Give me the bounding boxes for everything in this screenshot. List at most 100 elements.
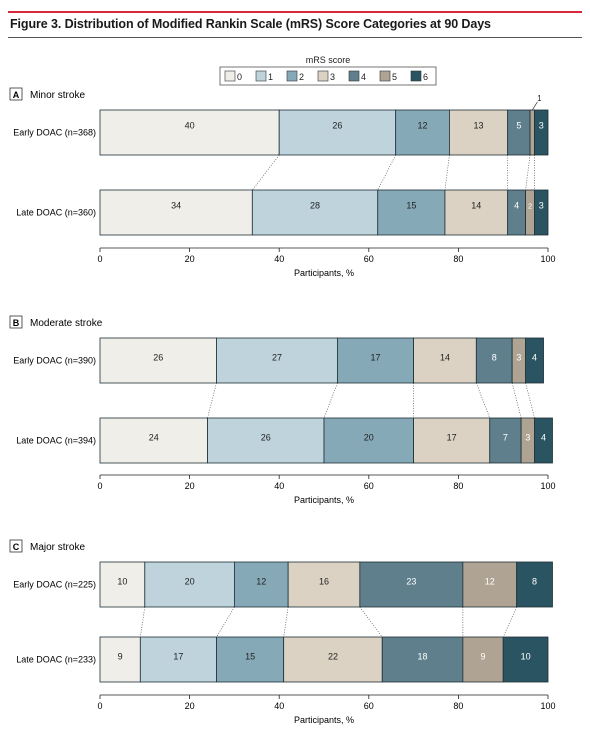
x-tick-label: 40 bbox=[274, 254, 284, 264]
bar-segment bbox=[525, 189, 535, 236]
legend-swatch-5 bbox=[379, 70, 391, 82]
x-tick-label: 20 bbox=[185, 481, 195, 491]
data-label: 9 bbox=[481, 652, 486, 662]
x-axis-label: Participants, % bbox=[294, 495, 354, 505]
x-tick-label: 0 bbox=[97, 254, 102, 264]
bar-segment bbox=[381, 636, 464, 683]
figure-title: Figure 3. Distribution of Modified Ranki… bbox=[10, 17, 491, 31]
data-label: 8 bbox=[492, 353, 497, 363]
data-label: 17 bbox=[173, 652, 183, 662]
bar-segment bbox=[251, 189, 379, 236]
connector-line bbox=[525, 154, 531, 191]
row-label: Early DOAC (n=225) bbox=[13, 580, 96, 590]
bar-segment bbox=[395, 109, 450, 156]
bar-segment bbox=[462, 561, 518, 608]
connector-line bbox=[323, 382, 338, 419]
bar-segment bbox=[283, 636, 383, 683]
panel-letter: A bbox=[13, 90, 20, 100]
data-label: 10 bbox=[521, 652, 531, 662]
legend-swatch-4 bbox=[348, 70, 360, 82]
row-label: Late DOAC (n=394) bbox=[16, 436, 96, 446]
data-label: 4 bbox=[514, 201, 519, 211]
bar-segment bbox=[534, 189, 549, 236]
x-tick-label: 60 bbox=[364, 481, 374, 491]
connector-line bbox=[444, 154, 450, 191]
panel-title: Major stroke bbox=[30, 542, 85, 553]
x-tick-label: 100 bbox=[540, 481, 555, 491]
row-label: Late DOAC (n=360) bbox=[16, 208, 96, 218]
connector-line bbox=[252, 154, 280, 191]
data-label: 4 bbox=[532, 353, 537, 363]
data-label: 20 bbox=[364, 433, 374, 443]
data-label: 28 bbox=[310, 201, 320, 211]
x-tick-label: 40 bbox=[274, 481, 284, 491]
x-tick-label: 80 bbox=[453, 254, 463, 264]
legend-swatch-0 bbox=[224, 70, 236, 82]
connector-line bbox=[216, 606, 235, 638]
bar-segment bbox=[144, 561, 235, 608]
data-label: 2 bbox=[528, 202, 532, 211]
x-tick-label: 0 bbox=[97, 481, 102, 491]
data-label: 34 bbox=[171, 201, 181, 211]
bar-segment bbox=[507, 189, 526, 236]
data-label: 15 bbox=[406, 201, 416, 211]
legend-label-1: 1 bbox=[268, 72, 273, 82]
data-label: 27 bbox=[272, 353, 282, 363]
bar-segment bbox=[449, 109, 509, 156]
bar-segment bbox=[507, 109, 531, 156]
data-label: 26 bbox=[261, 433, 271, 443]
connector-line bbox=[283, 606, 289, 638]
panel-letter: C bbox=[13, 542, 20, 552]
figure-title-rule bbox=[8, 37, 582, 38]
panel-letter-box bbox=[9, 539, 23, 553]
bar-segment bbox=[99, 417, 208, 464]
data-label: 16 bbox=[319, 577, 329, 587]
data-label: 18 bbox=[418, 652, 428, 662]
data-label: 1 bbox=[537, 94, 542, 103]
connector-line bbox=[207, 382, 217, 419]
bar-segment bbox=[534, 417, 553, 464]
connector-line bbox=[502, 606, 517, 638]
x-axis-label: Participants, % bbox=[294, 268, 354, 278]
bar-segment bbox=[216, 337, 338, 384]
data-label: 40 bbox=[185, 121, 195, 131]
x-tick-label: 20 bbox=[185, 701, 195, 711]
bar-segment bbox=[516, 561, 553, 608]
x-tick-label: 80 bbox=[453, 701, 463, 711]
panel-letter-box bbox=[9, 87, 23, 101]
data-label: 14 bbox=[440, 353, 450, 363]
data-label: 24 bbox=[149, 433, 159, 443]
row-label: Early DOAC (n=390) bbox=[13, 356, 96, 366]
data-label: 13 bbox=[474, 121, 484, 131]
data-label: 7 bbox=[503, 433, 508, 443]
legend-title: mRS score bbox=[306, 55, 351, 65]
panel-title: Moderate stroke bbox=[30, 318, 103, 329]
bar-segment bbox=[413, 337, 477, 384]
data-label: 22 bbox=[328, 652, 338, 662]
legend-swatch-2 bbox=[286, 70, 298, 82]
bar-segment bbox=[337, 337, 415, 384]
row-label: Late DOAC (n=233) bbox=[16, 655, 96, 665]
bar-segment bbox=[99, 561, 146, 608]
data-label: 23 bbox=[406, 577, 416, 587]
bar-segment bbox=[233, 561, 289, 608]
panel-title: Minor stroke bbox=[30, 90, 85, 101]
x-tick-label: 80 bbox=[453, 481, 463, 491]
data-label: 17 bbox=[447, 433, 457, 443]
legend-label-4: 4 bbox=[361, 72, 366, 82]
panel-letter: B bbox=[13, 318, 20, 328]
callout-line bbox=[532, 101, 538, 111]
legend-swatch-1 bbox=[255, 70, 267, 82]
bar-segment bbox=[502, 636, 549, 683]
bar-segment bbox=[525, 337, 544, 384]
bar-segment bbox=[377, 189, 446, 236]
bar-segment bbox=[323, 417, 414, 464]
connector-line bbox=[525, 382, 535, 419]
legend: mRS score 0 1 2 3 4 5 6 bbox=[219, 55, 437, 86]
data-label: 12 bbox=[485, 577, 495, 587]
legend-swatch-6 bbox=[410, 70, 422, 82]
legend-label-2: 2 bbox=[299, 72, 304, 82]
x-tick-label: 20 bbox=[185, 254, 195, 264]
data-label: 12 bbox=[256, 577, 266, 587]
connector-line bbox=[511, 382, 522, 419]
